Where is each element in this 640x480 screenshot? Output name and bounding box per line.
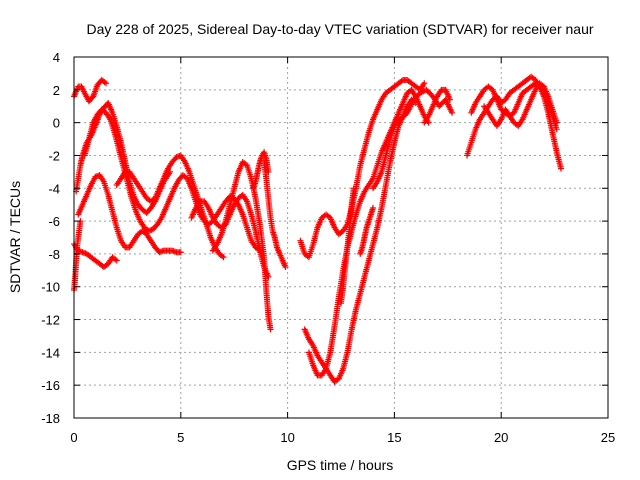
data-point: [220, 254, 227, 261]
y-tick-label: 4: [53, 50, 60, 65]
x-axis-label: GPS time / hours: [287, 457, 394, 473]
data-point: [395, 113, 402, 120]
y-tick-label: -10: [41, 280, 60, 295]
x-tick-label: 5: [177, 430, 184, 445]
data-point: [446, 96, 453, 103]
data-point: [282, 264, 289, 271]
data-point: [265, 168, 272, 175]
x-tick-label: 15: [387, 430, 401, 445]
x-tick-label: 20: [494, 430, 508, 445]
chart-title: Day 228 of 2025, Sidereal Day-to-day VTE…: [86, 21, 593, 37]
data-point: [558, 165, 565, 172]
y-tick-label: -18: [41, 411, 60, 426]
y-tick-label: -4: [48, 181, 60, 196]
data-point: [103, 80, 110, 87]
y-tick-label: -8: [48, 247, 60, 262]
x-tick-label: 25: [601, 430, 615, 445]
data-point: [177, 249, 184, 256]
y-tick-label: -2: [48, 148, 60, 163]
x-tick-label: 0: [70, 430, 77, 445]
y-tick-label: 2: [53, 83, 60, 98]
plot-frame: [73, 56, 609, 419]
y-axis-ticks: 4 2 0 -2 -4 -6 -8 -10 -12 -14 -16 -18: [41, 50, 608, 426]
data-point: [553, 119, 560, 126]
data-point: [370, 204, 377, 211]
y-tick-label: -12: [41, 313, 60, 328]
data-point: [267, 326, 274, 333]
data-point: [421, 80, 428, 87]
y-axis-label: SDTVAR / TECUs: [7, 181, 23, 293]
data-point: [553, 126, 560, 133]
data-point: [449, 109, 456, 116]
y-tick-label: -16: [41, 378, 60, 393]
data-point: [113, 257, 120, 264]
x-axis-ticks: 0 5 10 15 20 25: [70, 57, 615, 445]
y-tick-label: -14: [41, 345, 60, 360]
y-tick-label: 0: [53, 116, 60, 131]
y-tick-label: -6: [48, 214, 60, 229]
data-points: [71, 73, 565, 385]
data-point: [350, 185, 357, 192]
x-tick-label: 10: [280, 430, 294, 445]
